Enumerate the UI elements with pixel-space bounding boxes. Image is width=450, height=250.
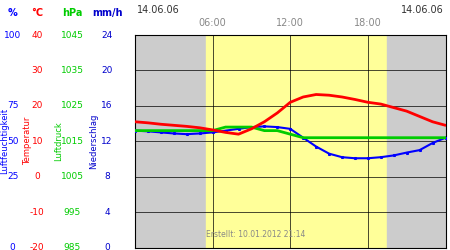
Text: 16: 16 <box>101 101 113 110</box>
Bar <box>135 35 206 248</box>
Text: Temperatur: Temperatur <box>23 117 32 166</box>
Text: mm/h: mm/h <box>92 8 122 18</box>
Text: 25: 25 <box>7 172 18 181</box>
Text: 10: 10 <box>32 137 43 146</box>
Text: 24: 24 <box>101 30 112 40</box>
Text: -10: -10 <box>30 208 45 216</box>
Bar <box>387 35 446 248</box>
Bar <box>206 35 387 248</box>
Text: 30: 30 <box>32 66 43 75</box>
Text: 1035: 1035 <box>60 66 84 75</box>
Text: 100: 100 <box>4 30 21 40</box>
Text: °C: °C <box>32 8 43 18</box>
Text: 1025: 1025 <box>61 101 83 110</box>
Text: 8: 8 <box>104 172 110 181</box>
Text: 06:00: 06:00 <box>199 18 226 28</box>
Text: 75: 75 <box>7 101 18 110</box>
Text: 0: 0 <box>10 243 15 250</box>
Text: 20: 20 <box>32 101 43 110</box>
Text: 985: 985 <box>63 243 81 250</box>
Text: 0: 0 <box>35 172 40 181</box>
Text: 40: 40 <box>32 30 43 40</box>
Text: Luftfeuchtigkeit: Luftfeuchtigkeit <box>0 108 9 174</box>
Text: 14.06.06: 14.06.06 <box>400 5 443 15</box>
Text: hPa: hPa <box>62 8 82 18</box>
Text: 4: 4 <box>104 208 110 216</box>
Text: 18:00: 18:00 <box>354 18 382 28</box>
Text: 14.06.06: 14.06.06 <box>137 5 180 15</box>
Text: 995: 995 <box>63 208 81 216</box>
Text: 50: 50 <box>7 137 18 146</box>
Text: 20: 20 <box>101 66 113 75</box>
Text: %: % <box>8 8 18 18</box>
Text: 1015: 1015 <box>60 137 84 146</box>
Text: 0: 0 <box>104 243 110 250</box>
Text: Erstellt: 10.01.2012 21:14: Erstellt: 10.01.2012 21:14 <box>206 230 306 239</box>
Text: Luftdruck: Luftdruck <box>54 122 63 161</box>
Text: 12: 12 <box>101 137 113 146</box>
Text: -20: -20 <box>30 243 45 250</box>
Text: Niederschlag: Niederschlag <box>89 114 98 169</box>
Text: 1045: 1045 <box>61 30 83 40</box>
Text: 1005: 1005 <box>60 172 84 181</box>
Text: 12:00: 12:00 <box>276 18 304 28</box>
